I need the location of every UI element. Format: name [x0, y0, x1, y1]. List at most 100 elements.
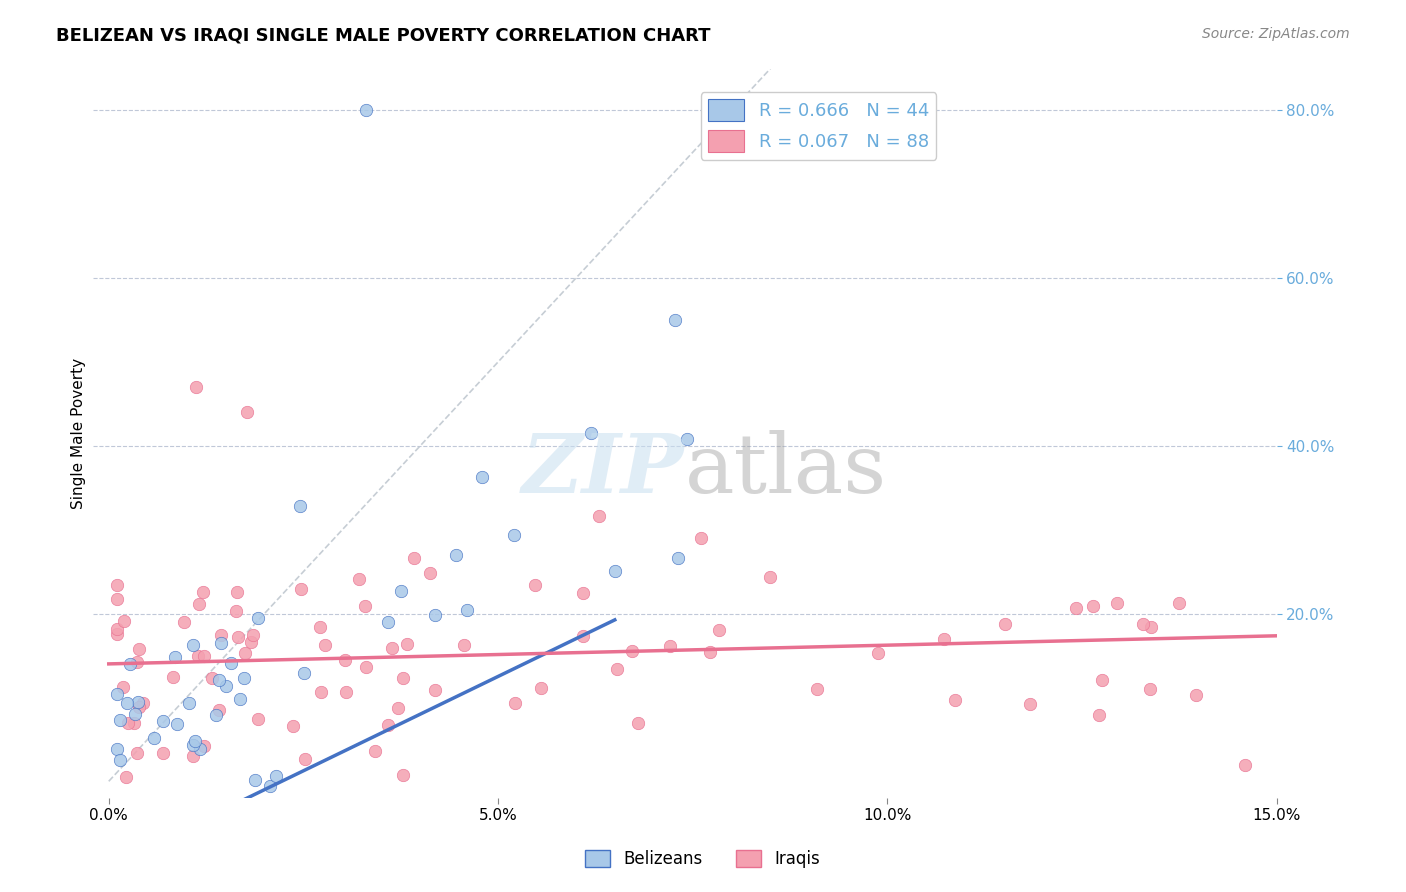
- Point: [503, 696, 526, 710]
- Point: [240, 635, 263, 649]
- Point: [659, 640, 682, 654]
- Point: [165, 650, 187, 665]
- Point: [179, 696, 201, 710]
- Point: [105, 687, 128, 701]
- Point: [290, 582, 312, 596]
- Point: [1168, 596, 1191, 610]
- Point: [1081, 599, 1104, 613]
- Point: [117, 715, 139, 730]
- Point: [288, 499, 311, 513]
- Point: [184, 734, 207, 748]
- Point: [120, 657, 142, 671]
- Point: [209, 636, 232, 650]
- Point: [444, 548, 467, 562]
- Point: [181, 749, 204, 764]
- Point: [1064, 601, 1087, 615]
- Point: [377, 615, 399, 630]
- Point: [193, 739, 215, 754]
- Point: [1140, 620, 1163, 634]
- Point: [187, 597, 209, 611]
- Point: [259, 779, 281, 793]
- Point: [221, 656, 243, 670]
- Point: [387, 700, 409, 714]
- Point: [187, 648, 209, 663]
- Point: [1091, 673, 1114, 688]
- Point: [243, 773, 266, 788]
- Point: [236, 405, 259, 419]
- Point: [621, 644, 644, 658]
- Point: [127, 695, 149, 709]
- Point: [225, 604, 247, 618]
- Point: [108, 753, 131, 767]
- Point: [391, 671, 413, 685]
- Point: [1139, 681, 1161, 696]
- Point: [314, 638, 336, 652]
- Point: [354, 103, 377, 118]
- Point: [205, 708, 228, 723]
- Point: [294, 752, 316, 766]
- Point: [226, 585, 249, 599]
- Point: [264, 768, 287, 782]
- Legend: Belizeans, Iraqis: Belizeans, Iraqis: [579, 843, 827, 875]
- Point: [364, 744, 387, 758]
- Point: [115, 771, 138, 785]
- Point: [994, 617, 1017, 632]
- Point: [105, 741, 128, 756]
- Point: [152, 714, 174, 729]
- Point: [191, 584, 214, 599]
- Point: [666, 551, 689, 566]
- Point: [423, 607, 446, 622]
- Point: [242, 628, 264, 642]
- Point: [1233, 757, 1256, 772]
- Point: [142, 731, 165, 745]
- Point: [188, 742, 211, 756]
- Point: [579, 426, 602, 441]
- Point: [1107, 596, 1129, 610]
- Point: [335, 685, 357, 699]
- Point: [1132, 616, 1154, 631]
- Point: [1185, 688, 1208, 702]
- Point: [184, 380, 207, 394]
- Point: [709, 624, 731, 638]
- Point: [128, 641, 150, 656]
- Point: [311, 685, 333, 699]
- Point: [105, 591, 128, 606]
- Point: [173, 615, 195, 629]
- Point: [934, 632, 956, 646]
- Point: [354, 599, 377, 613]
- Point: [152, 747, 174, 761]
- Point: [419, 566, 441, 581]
- Point: [108, 713, 131, 727]
- Point: [571, 629, 593, 643]
- Point: [105, 578, 128, 592]
- Point: [235, 646, 257, 660]
- Point: [208, 702, 231, 716]
- Point: [588, 508, 610, 523]
- Point: [530, 681, 553, 695]
- Point: [627, 715, 650, 730]
- Point: [166, 716, 188, 731]
- Point: [138, 828, 160, 842]
- Point: [606, 662, 628, 676]
- Point: [209, 628, 232, 642]
- Point: [502, 528, 524, 542]
- Point: [181, 738, 204, 752]
- Point: [868, 646, 890, 660]
- Point: [381, 641, 404, 656]
- Point: [292, 665, 315, 680]
- Point: [699, 644, 721, 658]
- Point: [389, 584, 412, 599]
- Point: [247, 611, 270, 625]
- Point: [806, 682, 828, 697]
- Point: [122, 716, 145, 731]
- Point: [125, 655, 148, 669]
- Point: [456, 603, 478, 617]
- Point: [201, 671, 224, 685]
- Text: Source: ZipAtlas.com: Source: ZipAtlas.com: [1202, 27, 1350, 41]
- Point: [392, 768, 415, 782]
- Text: atlas: atlas: [685, 430, 887, 509]
- Point: [1019, 698, 1042, 712]
- Point: [181, 638, 204, 652]
- Point: [112, 614, 135, 628]
- Point: [228, 692, 250, 706]
